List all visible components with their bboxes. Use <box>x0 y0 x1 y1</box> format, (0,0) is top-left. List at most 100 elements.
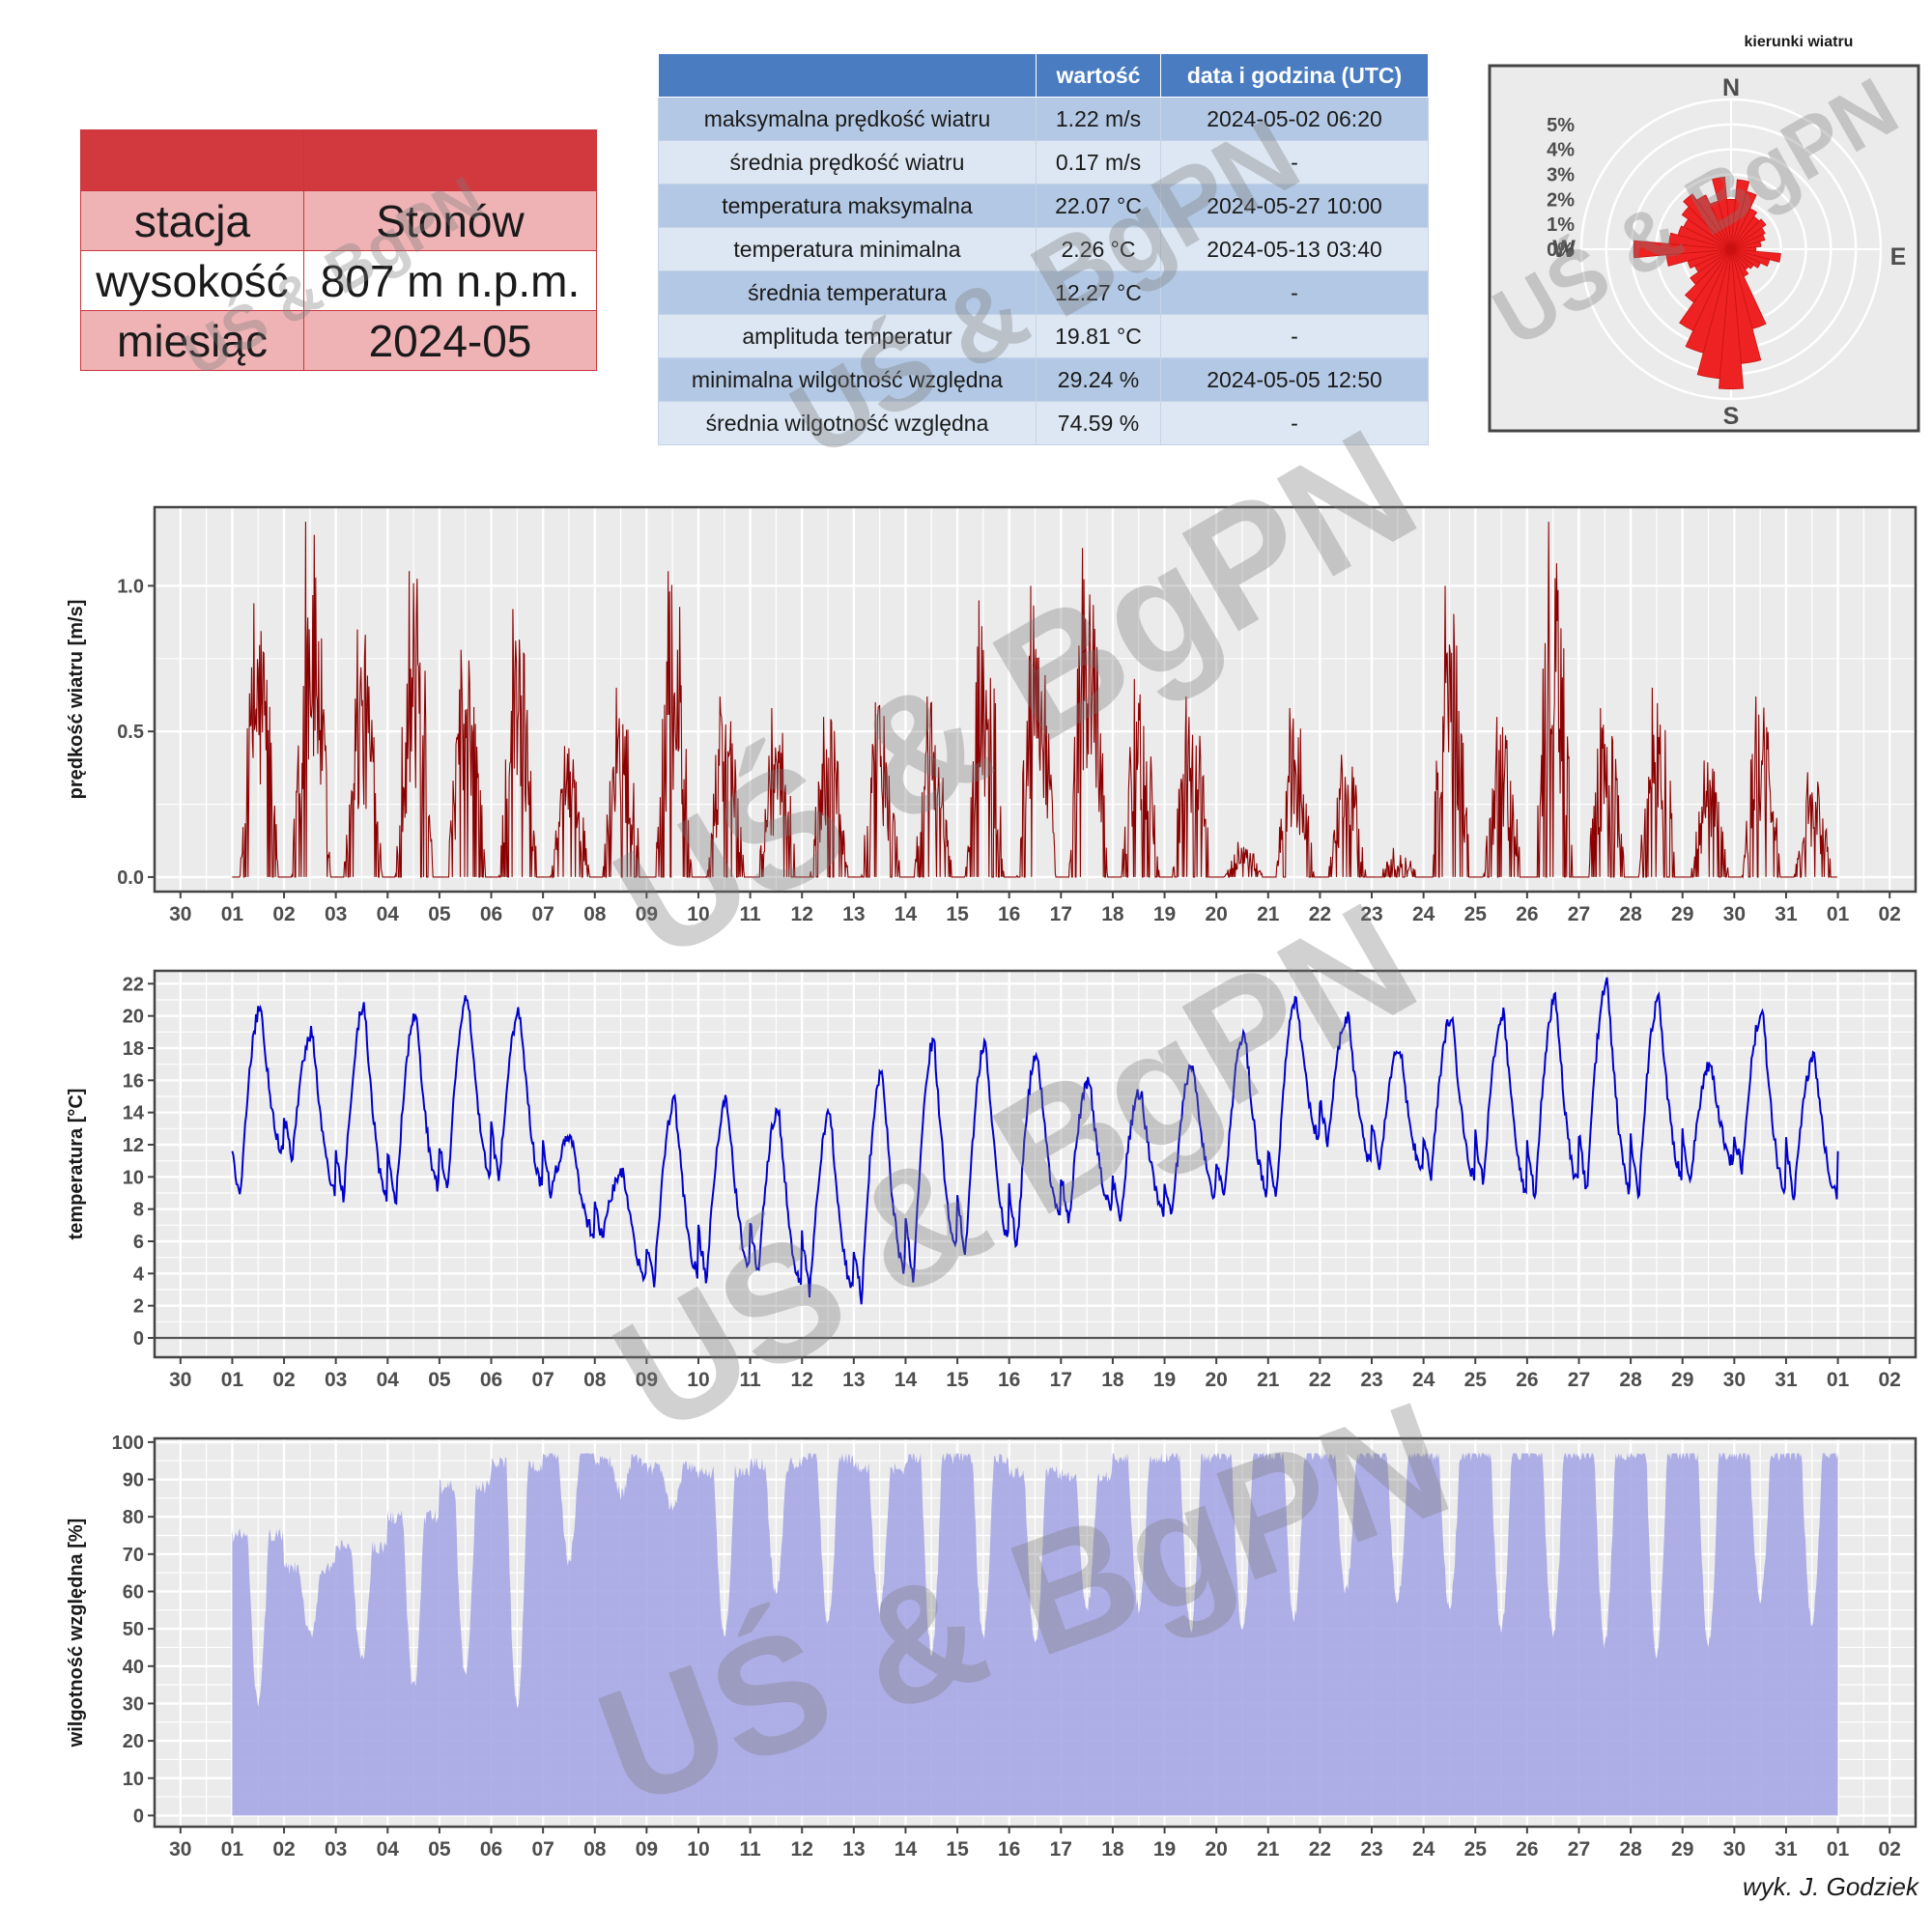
wind-speed-chart: 0.0 0.5 1.0 30 01 02 03 04 05 06 07 08 09 10 11 12 13 14 1… <box>66 505 1918 925</box>
x-tick-label: 02 <box>272 1369 295 1391</box>
stats-header-date: data i godzina (UTC) <box>1160 53 1429 98</box>
x-tick-label: 25 <box>1464 1838 1488 1861</box>
y-tick-label: 12 <box>123 1135 144 1156</box>
x-tick-label: 24 <box>1412 903 1435 925</box>
stats-value: 0.17 m/s <box>1036 140 1161 185</box>
altitude-row: wysokość 807 m n.p.m. <box>80 250 597 311</box>
x-tick-label: 19 <box>1153 1369 1176 1391</box>
rose-sector <box>1730 241 1762 250</box>
x-tick-label: 05 <box>428 1369 451 1391</box>
x-tick-label: 30 <box>169 1838 191 1861</box>
x-tick-label: 08 <box>583 1838 607 1861</box>
stats-date: 2024-05-05 12:50 <box>1160 357 1429 402</box>
x-tick-label: 18 <box>1101 1369 1124 1391</box>
rose-sector <box>1679 248 1732 331</box>
x-tick-label: 03 <box>325 903 347 925</box>
x-tick-label: 24 <box>1412 1838 1435 1861</box>
rose-sector <box>1730 248 1754 270</box>
x-tick-label: 04 <box>377 1838 400 1861</box>
stats-row: średnia temperatura 12.27 °C - <box>658 270 1429 315</box>
x-tick-label: 10 <box>687 1369 709 1391</box>
stats-row: maksymalna prędkość wiatru 1.22 m/s 2024… <box>658 97 1429 141</box>
y-tick-label: 100 <box>112 1433 144 1454</box>
x-tick-label: 29 <box>1671 1838 1693 1861</box>
rose-radial-tick: 3% <box>1547 165 1575 186</box>
rose-direction-label: E <box>1890 243 1907 270</box>
humidity-area <box>232 1453 1838 1816</box>
y-tick-label: 20 <box>123 1731 144 1752</box>
x-tick-label: 31 <box>1775 1369 1798 1391</box>
y-tick-label: 6 <box>133 1232 144 1253</box>
x-tick-label: 26 <box>1516 903 1538 925</box>
x-tick-label: 26 <box>1516 1838 1538 1861</box>
x-tick-label: 11 <box>740 1369 762 1391</box>
x-tick-label: 10 <box>687 903 709 925</box>
rose-sector <box>1730 234 1766 250</box>
x-tick-label: 02 <box>1879 1369 1901 1391</box>
y-tick-label: 14 <box>123 1103 145 1124</box>
stats-row: średnia prędkość wiatru 0.17 m/s - <box>658 140 1429 185</box>
x-tick-label: 09 <box>636 903 658 925</box>
x-tick-label: 06 <box>480 903 502 925</box>
x-tick-label: 07 <box>531 1838 554 1861</box>
stats-header-row: wartość data i godzina (UTC) <box>658 53 1429 98</box>
wind-rose-chart: kierunki wiatru 0% 1% 2% 3% 4% 5% N E S W <box>1488 34 1920 433</box>
rose-radial-tick: 2% <box>1547 189 1575 211</box>
station-table: stacja Stonów wysokość 807 m n.p.m. mies… <box>80 129 597 371</box>
rose-radial-tick: 1% <box>1547 214 1575 236</box>
stats-name: temperatura maksymalna <box>658 184 1037 228</box>
x-tick-label: 11 <box>740 1838 762 1861</box>
x-tick-label: 02 <box>272 903 295 925</box>
rose-sector <box>1730 218 1767 250</box>
x-tick-label: 25 <box>1464 903 1488 925</box>
x-tick-label: 15 <box>946 903 969 925</box>
x-tick-label: 12 <box>791 1838 813 1861</box>
stats-name: amplituda temperatur <box>658 314 1037 358</box>
stats-name: minimalna wilgotność względna <box>658 357 1037 402</box>
y-tick-label: 4 <box>133 1264 145 1285</box>
stats-value: 74.59 % <box>1036 401 1161 445</box>
x-tick-label: 08 <box>583 903 607 925</box>
y-tick-label: 10 <box>123 1167 144 1188</box>
x-tick-label: 20 <box>1205 1369 1227 1391</box>
x-tick-label: 27 <box>1568 1838 1590 1861</box>
y-axis-label: wilgotność względna [%] <box>66 1519 87 1748</box>
rose-radial-tick: 4% <box>1547 140 1575 161</box>
x-tick-label: 16 <box>998 903 1020 925</box>
y-tick-label: 8 <box>133 1200 144 1221</box>
rose-sector <box>1683 193 1732 250</box>
rose-direction-label: S <box>1723 403 1740 430</box>
x-tick-label: 11 <box>740 903 762 925</box>
plot-border <box>153 1436 1918 1829</box>
x-tick-label: 12 <box>791 903 813 925</box>
month-label: miesiąc <box>80 310 304 371</box>
x-tick-label: 01 <box>1827 1369 1850 1391</box>
x-tick-label: 15 <box>946 1369 969 1391</box>
x-tick-label: 14 <box>895 1838 918 1861</box>
stats-name: temperatura minimalna <box>658 227 1037 271</box>
y-tick-label: 80 <box>123 1507 144 1528</box>
x-tick-label: 22 <box>1309 903 1331 925</box>
rose-sector <box>1730 227 1766 250</box>
y-tick-label: 60 <box>123 1581 144 1603</box>
x-tick-label: 23 <box>1360 903 1382 925</box>
stats-table: wartość data i godzina (UTC) maksymalna … <box>658 53 1429 445</box>
y-tick-label: 30 <box>123 1693 144 1715</box>
x-tick-label: 27 <box>1568 1369 1590 1391</box>
x-tick-label: 20 <box>1205 903 1227 925</box>
x-tick-label: 05 <box>428 1838 451 1861</box>
x-tick-label: 08 <box>583 1369 607 1391</box>
x-tick-label: 17 <box>1050 1369 1072 1391</box>
month-value: 2024-05 <box>303 310 597 371</box>
stats-date: - <box>1160 401 1429 445</box>
stats-row: minimalna wilgotność względna 29.24 % 20… <box>658 357 1429 402</box>
x-tick-label: 04 <box>377 903 400 925</box>
x-tick-label: 30 <box>169 903 191 925</box>
month-row: miesiąc 2024-05 <box>80 310 597 371</box>
y-tick-label: 50 <box>123 1619 144 1640</box>
stats-name: średnia prędkość wiatru <box>658 140 1037 185</box>
x-tick-label: 13 <box>842 1369 865 1391</box>
x-tick-label: 19 <box>1153 1838 1176 1861</box>
x-tick-label: 30 <box>1723 1838 1746 1861</box>
